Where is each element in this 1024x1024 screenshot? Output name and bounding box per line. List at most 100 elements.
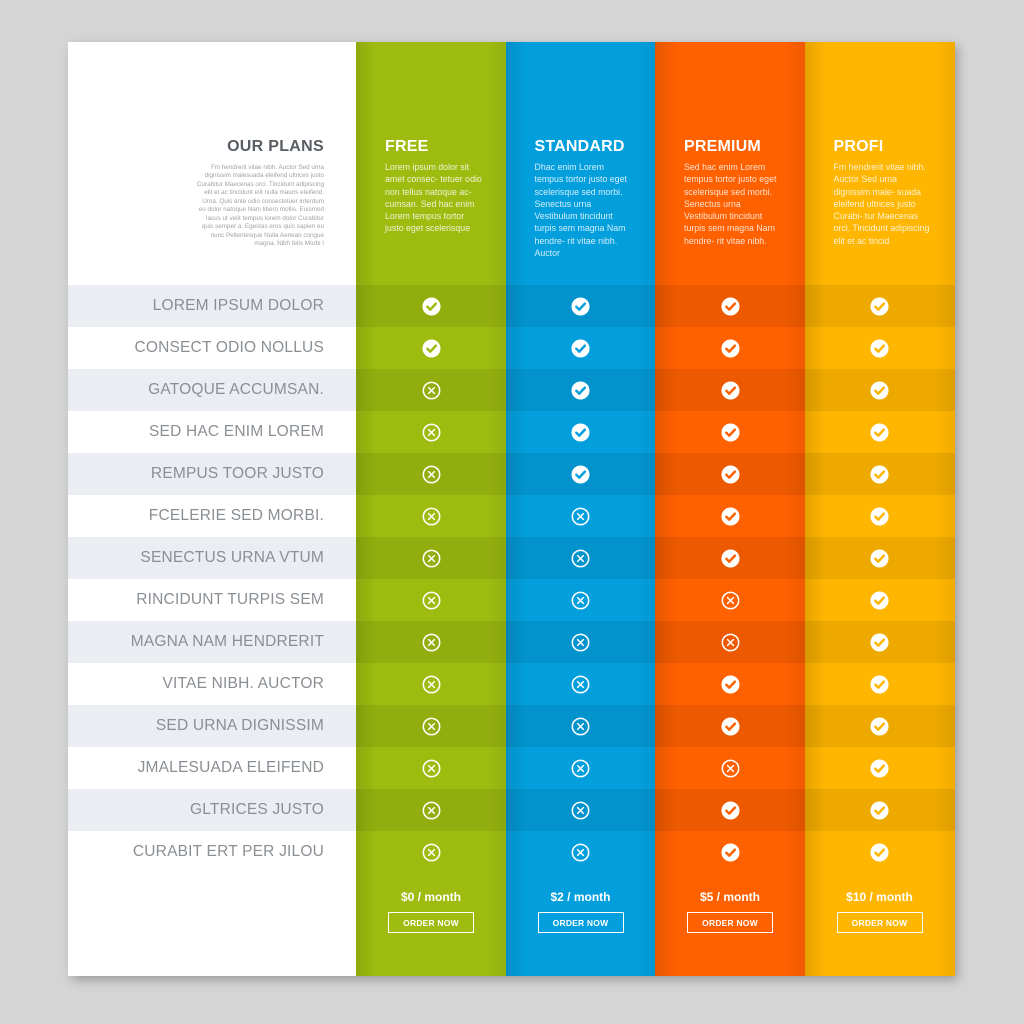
feature-cell [805, 789, 955, 831]
x-circle-icon [422, 423, 440, 441]
feature-cell [655, 453, 805, 495]
feature-cell [506, 789, 656, 831]
feature-cell [805, 495, 955, 537]
feature-cell [506, 327, 656, 369]
plan-price: $0 / month [400, 890, 461, 904]
feature-cell [655, 369, 805, 411]
feature-cell [655, 831, 805, 873]
feature-cell [805, 411, 955, 453]
check-circle-icon [421, 296, 441, 316]
check-circle-icon [720, 422, 740, 442]
feature-label: GATOQUE ACCUMSAN. [68, 369, 356, 411]
feature-cell [655, 411, 805, 453]
feature-cell [356, 327, 506, 369]
check-circle-icon [720, 842, 740, 862]
x-circle-icon [571, 759, 590, 777]
feature-cell [506, 411, 656, 453]
x-circle-icon [422, 633, 440, 651]
feature-label: CONSECT ODIO NOLLUS [134, 339, 324, 356]
feature-cell [356, 789, 506, 831]
plan-name: PREMIUM [684, 138, 761, 155]
x-circle-icon [422, 759, 440, 777]
plan-price: $5 / month [699, 890, 760, 904]
check-circle-icon [870, 758, 889, 778]
check-circle-icon [870, 464, 889, 484]
feature-label: LOREM IPSUM DOLOR [68, 285, 356, 327]
feature-cell [655, 705, 805, 747]
x-circle-icon [422, 843, 440, 861]
feature-cell [506, 747, 656, 789]
feature-cell [805, 369, 955, 411]
check-circle-icon [720, 548, 740, 568]
feature-label: FCELERIE SED MORBI. [148, 507, 324, 524]
plan-price: $2 / month [550, 890, 611, 904]
feature-cell [805, 285, 955, 327]
feature-label: MAGNA NAM HENDRERIT [68, 621, 356, 663]
order-now-button[interactable]: ORDER NOW [537, 912, 624, 933]
feature-cell [356, 285, 506, 327]
order-now-button[interactable]: ORDER NOW [836, 912, 923, 933]
x-circle-icon [422, 675, 440, 693]
feature-cell [506, 831, 656, 873]
x-circle-icon [571, 633, 590, 651]
feature-label: CURABIT ERT PER JILOU [132, 843, 324, 860]
check-circle-icon [720, 296, 740, 316]
plans-title: OUR PLANS [227, 138, 324, 155]
check-circle-icon [870, 674, 889, 694]
x-circle-icon [571, 507, 590, 525]
x-circle-icon [571, 843, 590, 861]
feature-cell [506, 453, 656, 495]
feature-label: SENECTUS URNA VTUM [68, 537, 356, 579]
feature-cell [506, 537, 656, 579]
plan-price: $10 / month [846, 890, 913, 904]
feature-label: SED URNA DIGNISSIM [68, 705, 356, 747]
feature-cell [356, 537, 506, 579]
x-circle-icon [571, 675, 590, 693]
x-circle-icon [721, 633, 739, 651]
x-circle-icon [422, 717, 440, 735]
plan-name: STANDARD [534, 138, 625, 155]
plan-name: FREE [385, 138, 429, 155]
feature-cell [805, 621, 955, 663]
feature-cell [356, 663, 506, 705]
feature-cell [356, 369, 506, 411]
check-circle-icon [870, 380, 889, 400]
check-circle-icon [421, 338, 441, 358]
feature-cell [506, 285, 656, 327]
check-circle-icon [870, 548, 889, 568]
check-circle-icon [571, 422, 590, 442]
x-circle-icon [422, 507, 440, 525]
check-circle-icon [720, 506, 740, 526]
x-circle-icon [422, 381, 440, 399]
order-now-button[interactable]: ORDER NOW [687, 912, 773, 933]
feature-cell [655, 663, 805, 705]
plans-description: Fm hendrerit vitae nibh. Auctor Sed urna… [196, 164, 324, 248]
feature-cell [805, 663, 955, 705]
feature-cell [655, 579, 805, 621]
check-circle-icon [870, 296, 889, 316]
feature-cell [356, 831, 506, 873]
feature-cell [506, 495, 656, 537]
order-now-button[interactable]: ORDER NOW [388, 912, 474, 933]
pricing-table: OUR PLANS Fm hendrerit vitae nibh. Aucto… [68, 42, 955, 976]
plan-name: PROFI [833, 138, 884, 155]
x-circle-icon [571, 549, 590, 567]
check-circle-icon [870, 632, 889, 652]
x-circle-icon [422, 801, 440, 819]
check-circle-icon [870, 422, 889, 442]
check-circle-icon [720, 674, 740, 694]
check-circle-icon [720, 716, 740, 736]
feature-label: JMALESUADA ELEIFEND [137, 759, 324, 776]
plan-description: Sed hac enim Lorem tempus tortor justo e… [684, 162, 777, 246]
check-circle-icon [870, 590, 889, 610]
plan-description: Fm hendrerit vitae nibh. Auctor Sed urna… [833, 162, 930, 246]
check-circle-icon [571, 380, 590, 400]
feature-cell [356, 579, 506, 621]
feature-cell [506, 705, 656, 747]
check-circle-icon [870, 800, 889, 820]
feature-label: RINCIDUNT TURPIS SEM [136, 591, 324, 608]
feature-label: SED HAC ENIM LOREM [149, 423, 324, 440]
check-circle-icon [720, 338, 740, 358]
check-circle-icon [870, 716, 889, 736]
features-column: OUR PLANS Fm hendrerit vitae nibh. Aucto… [68, 42, 356, 976]
